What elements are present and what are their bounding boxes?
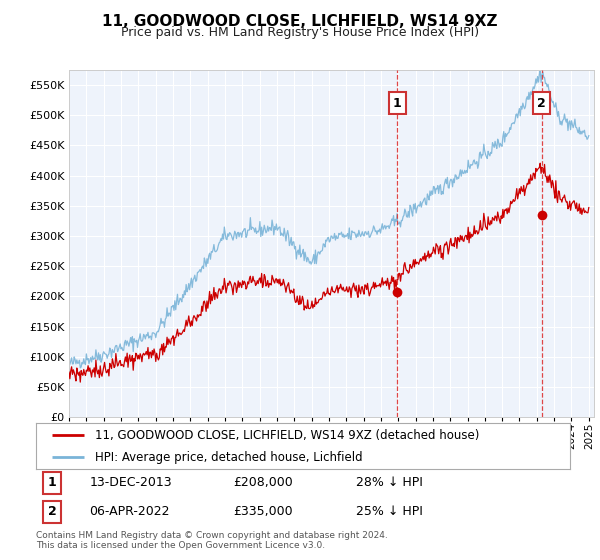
- Text: Price paid vs. HM Land Registry's House Price Index (HPI): Price paid vs. HM Land Registry's House …: [121, 26, 479, 39]
- Text: £335,000: £335,000: [233, 505, 293, 519]
- Text: 2: 2: [537, 97, 546, 110]
- Text: 11, GOODWOOD CLOSE, LICHFIELD, WS14 9XZ (detached house): 11, GOODWOOD CLOSE, LICHFIELD, WS14 9XZ …: [95, 429, 479, 442]
- Text: 1: 1: [47, 476, 56, 489]
- Text: 1: 1: [393, 97, 402, 110]
- Text: £208,000: £208,000: [233, 476, 293, 489]
- Text: 13-DEC-2013: 13-DEC-2013: [89, 476, 172, 489]
- Text: Contains HM Land Registry data © Crown copyright and database right 2024.
This d: Contains HM Land Registry data © Crown c…: [36, 531, 388, 550]
- Text: 25% ↓ HPI: 25% ↓ HPI: [356, 505, 423, 519]
- Text: 28% ↓ HPI: 28% ↓ HPI: [356, 476, 423, 489]
- Text: 11, GOODWOOD CLOSE, LICHFIELD, WS14 9XZ: 11, GOODWOOD CLOSE, LICHFIELD, WS14 9XZ: [102, 14, 498, 29]
- Text: 2: 2: [47, 505, 56, 519]
- Text: HPI: Average price, detached house, Lichfield: HPI: Average price, detached house, Lich…: [95, 451, 362, 464]
- Text: 06-APR-2022: 06-APR-2022: [89, 505, 170, 519]
